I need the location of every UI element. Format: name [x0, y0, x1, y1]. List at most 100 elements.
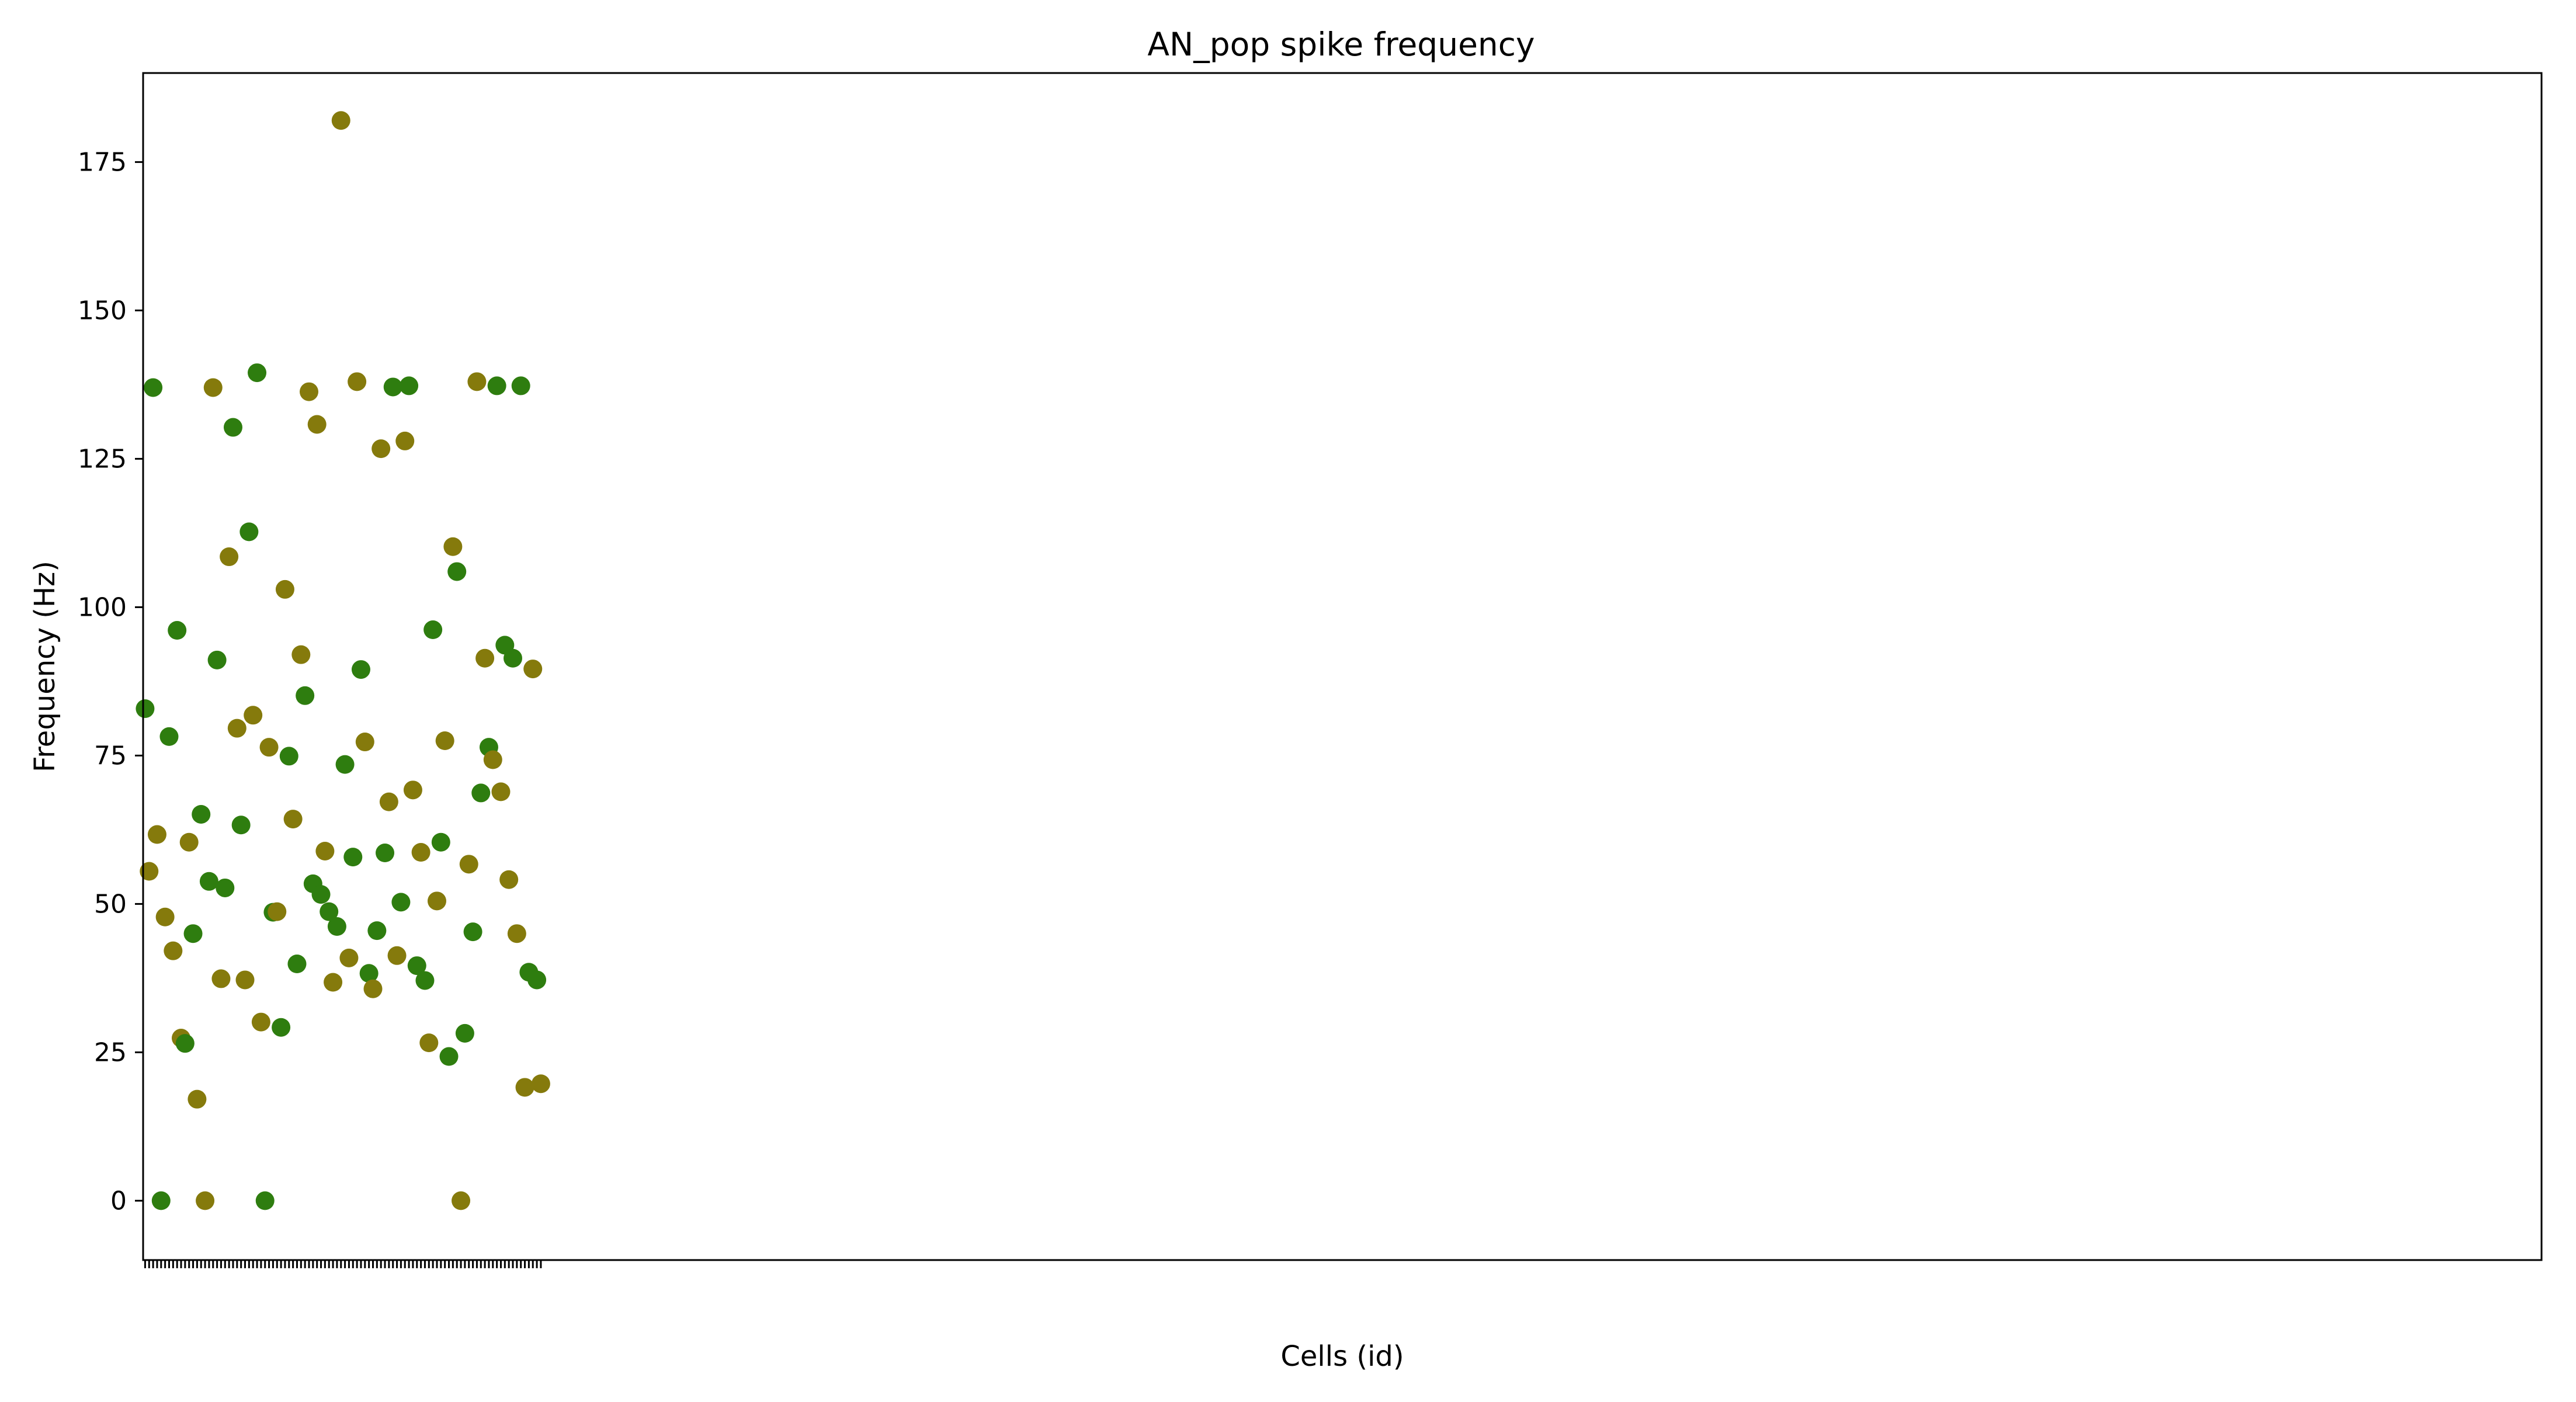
data-point: [220, 547, 239, 567]
x-axis-ticks: [144, 1260, 542, 1268]
data-point: [283, 810, 303, 829]
data-point: [216, 878, 235, 897]
data-point: [207, 650, 227, 669]
data-point: [188, 1089, 207, 1109]
data-point: [504, 648, 523, 668]
data-point: [419, 1033, 439, 1053]
plot-frame: [142, 72, 2543, 1261]
data-point: [355, 733, 374, 752]
data-point: [144, 378, 163, 397]
data-point: [411, 843, 431, 862]
data-point: [140, 862, 159, 881]
data-point: [179, 832, 199, 852]
data-point: [376, 844, 395, 863]
data-point: [223, 418, 242, 437]
data-point: [403, 780, 422, 800]
data-point: [268, 902, 287, 921]
data-points: [136, 111, 550, 1210]
data-point: [339, 948, 359, 967]
data-point: [531, 1074, 550, 1094]
y-tick-label: 150: [78, 296, 127, 325]
data-point: [248, 363, 267, 383]
chart-title: AN_pop spike frequency: [1147, 26, 1535, 63]
data-point: [463, 922, 482, 942]
data-point: [199, 872, 218, 891]
data-point: [511, 376, 530, 395]
data-point: [523, 660, 543, 679]
data-point: [383, 377, 402, 397]
data-point: [235, 970, 255, 990]
data-point: [527, 970, 547, 990]
data-point: [272, 1018, 291, 1037]
data-point: [307, 415, 327, 434]
y-tick-label: 0: [110, 1186, 127, 1216]
data-point: [136, 699, 155, 719]
data-point: [151, 1191, 171, 1210]
y-axis-label: Frequency (Hz): [29, 561, 61, 772]
data-point: [367, 921, 387, 941]
data-point: [203, 378, 223, 397]
data-point: [400, 376, 419, 395]
data-point: [475, 648, 495, 668]
data-point: [452, 1191, 471, 1210]
data-point: [471, 783, 491, 803]
y-tick-label: 75: [94, 741, 127, 771]
data-point: [175, 1034, 195, 1053]
data-point: [447, 562, 467, 581]
data-point: [147, 825, 166, 844]
data-point: [379, 792, 398, 811]
data-point: [335, 755, 355, 774]
data-point: [351, 660, 370, 679]
data-point: [299, 382, 318, 401]
data-point: [507, 924, 526, 943]
y-tick-label: 175: [78, 147, 127, 177]
y-tick-label: 125: [78, 444, 127, 474]
data-point: [259, 738, 279, 757]
data-point: [239, 522, 259, 542]
data-point: [431, 832, 450, 852]
data-point: [159, 727, 179, 746]
data-point: [455, 1023, 474, 1043]
data-point: [311, 885, 331, 904]
data-point: [164, 941, 183, 960]
data-point: [348, 372, 367, 391]
data-point: [275, 579, 294, 599]
data-point: [483, 750, 502, 769]
data-point: [279, 747, 298, 766]
x-axis-label: Cells (id): [1280, 1340, 1404, 1373]
data-point: [515, 1078, 534, 1097]
data-point: [395, 431, 415, 450]
data-point: [291, 645, 311, 664]
data-point: [231, 815, 251, 835]
data-point: [407, 956, 426, 976]
y-axis-ticks: 0 25 50 75 100 125 150 175: [78, 147, 143, 1216]
data-point: [343, 848, 363, 867]
data-point: [211, 969, 231, 988]
data-point: [435, 731, 454, 750]
data-point: [183, 924, 203, 943]
y-tick-label: 100: [78, 592, 127, 622]
data-point: [192, 804, 211, 824]
data-point: [155, 907, 175, 926]
data-point: [487, 376, 506, 395]
data-point: [320, 902, 339, 921]
data-point: [415, 971, 435, 990]
y-tick-label: 50: [94, 889, 127, 919]
data-point: [331, 111, 350, 130]
data-point: [363, 979, 383, 998]
data-point: [439, 1047, 459, 1066]
data-point: [359, 964, 379, 983]
data-point: [491, 782, 511, 801]
data-point: [423, 620, 443, 640]
data-point: [168, 621, 187, 640]
data-point: [459, 855, 478, 874]
data-point: [372, 439, 391, 459]
data-point: [296, 686, 315, 705]
data-point: [315, 841, 335, 860]
data-point: [499, 870, 519, 889]
y-tick-label: 25: [94, 1037, 127, 1067]
data-point: [227, 719, 247, 738]
data-point: [244, 706, 263, 725]
data-point: [427, 891, 446, 911]
